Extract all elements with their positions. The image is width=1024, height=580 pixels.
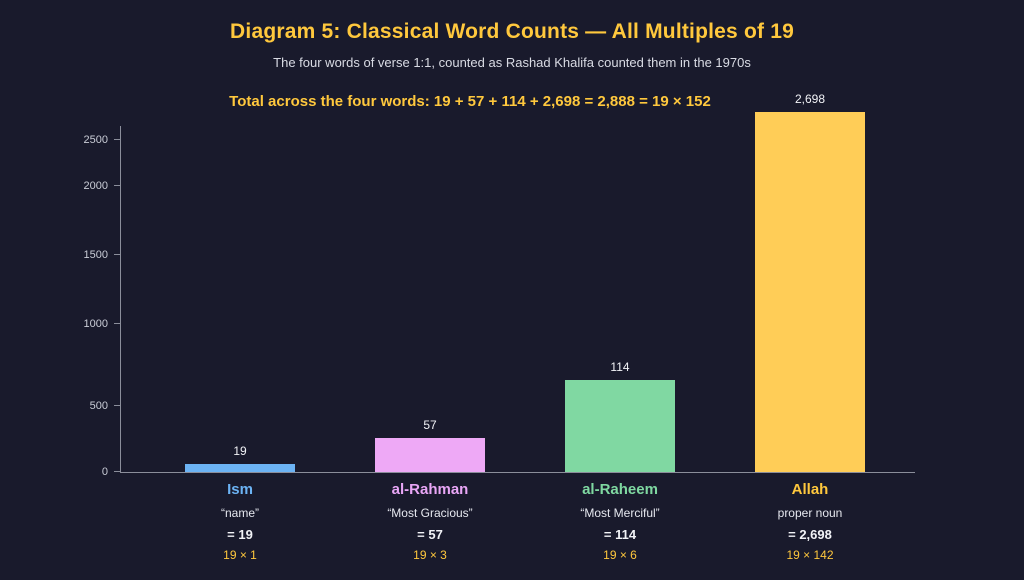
y-tick-mark xyxy=(114,323,120,325)
bar-value-label: 57 xyxy=(423,418,437,433)
multiple-of-19-label: 19 × 6 xyxy=(603,548,637,562)
word-name-label: al-Raheem xyxy=(582,481,658,498)
count-label: = 2,698 xyxy=(788,527,832,542)
bar-al-raheem xyxy=(565,379,675,472)
x-label-group-al-raheem: al-Raheem “Most Merciful” = 114 19 × 6 xyxy=(525,481,715,562)
y-tick-label: 1500 xyxy=(83,248,108,261)
bar-value-label: 114 xyxy=(610,359,630,374)
bar-value-label: 2,698 xyxy=(794,92,826,106)
word-name-label: Ism xyxy=(227,481,253,498)
x-label-group-ism: Ism “name” = 19 19 × 1 xyxy=(145,481,335,562)
chart-subtitle: The four words of verse 1:1, counted as … xyxy=(273,55,751,70)
gloss-label: “Most Merciful” xyxy=(580,506,660,520)
multiple-of-19-label: 19 × 3 xyxy=(413,548,447,562)
count-label: = 19 xyxy=(227,527,253,542)
word-name-label: Allah xyxy=(791,481,829,498)
bar-value-label: 19 xyxy=(233,444,247,459)
y-tick-mark xyxy=(114,184,120,186)
x-labels-container: Ism “name” = 19 19 × 1 al-Rahman “Most Gracio… xyxy=(120,481,915,562)
y-tick-mark xyxy=(114,253,120,255)
bar-al-rahman xyxy=(375,438,485,472)
bar-column-al-raheem: 114 xyxy=(525,112,715,472)
x-label-group-al-rahman: al-Rahman “Most Gracious” = 57 19 × 3 xyxy=(335,481,525,562)
y-tick-label: 2000 xyxy=(83,179,108,192)
y-tick-mark xyxy=(114,139,120,141)
gloss-label: proper noun xyxy=(777,506,843,520)
y-tick-label: 2500 xyxy=(83,134,108,147)
y-tick-label: 0 xyxy=(101,466,108,478)
bar-column-allah: 2,698 xyxy=(715,92,905,472)
x-label-group-allah: Allah proper noun = 2,698 19 × 142 xyxy=(715,481,905,562)
y-tick-mark xyxy=(114,471,120,472)
x-axis-line xyxy=(120,472,915,473)
bar-column-al-rahman: 57 xyxy=(335,112,525,472)
y-tick-label: 500 xyxy=(89,400,108,413)
bar-column-ism: 19 xyxy=(145,112,335,472)
gloss-label: “Most Gracious” xyxy=(387,506,473,520)
word-name-label: al-Rahman xyxy=(391,481,469,498)
bar-allah xyxy=(755,112,865,472)
count-label: = 114 xyxy=(603,527,637,542)
multiple-of-19-label: 19 × 1 xyxy=(223,548,257,562)
total-annotation: Total across the four words: 19 + 57 + 1… xyxy=(229,93,711,110)
y-tick-label: 1000 xyxy=(83,318,108,331)
gloss-label: “name” xyxy=(220,506,259,520)
count-label: = 57 xyxy=(417,527,443,542)
bars-container: 19 57 114 2,698 xyxy=(120,92,915,472)
bar-ism xyxy=(185,464,295,472)
multiple-of-19-label: 19 × 142 xyxy=(786,548,834,562)
chart-title: Diagram 5: Classical Word Counts — All M… xyxy=(230,20,794,43)
plot-area: 0 500 1000 1500 2000 2500 19 57 114 2,698 xyxy=(84,92,915,478)
y-tick-mark xyxy=(114,405,120,407)
y-axis-line xyxy=(120,126,121,472)
